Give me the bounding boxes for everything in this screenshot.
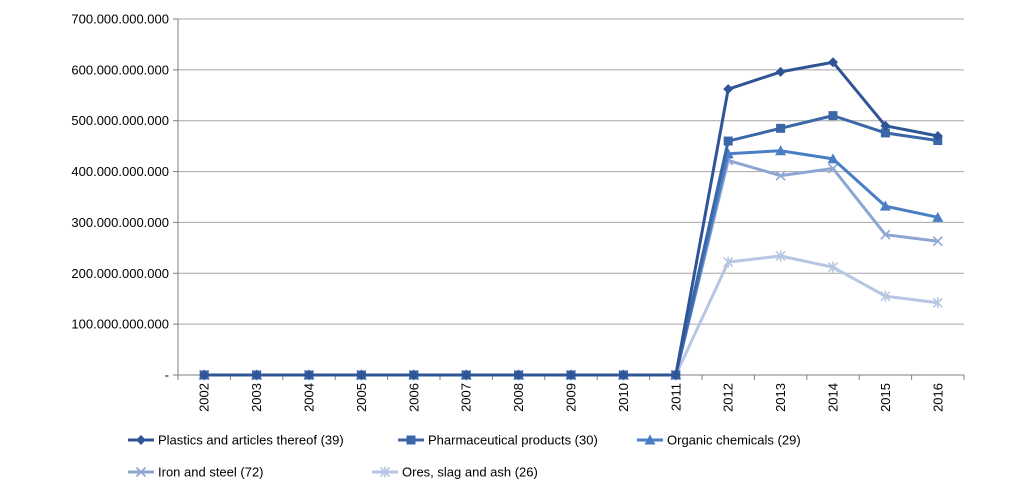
data-point-diamond xyxy=(136,435,146,445)
data-point-triangle xyxy=(879,200,891,211)
data-point-square xyxy=(828,111,838,121)
series-0 xyxy=(199,57,943,380)
y-tick-label: 500.000.000.000 xyxy=(71,113,169,128)
x-tick-label: 2012 xyxy=(721,383,736,412)
data-point-diamond xyxy=(880,120,891,131)
y-tick-label: 300.000.000.000 xyxy=(71,215,169,230)
data-point-diamond xyxy=(566,370,576,380)
data-point-star xyxy=(723,256,734,268)
data-point-square xyxy=(723,136,733,146)
x-tick-label: 2015 xyxy=(878,383,893,412)
x-tick-label: 2010 xyxy=(616,383,631,412)
legend-item: Organic chemicals (29) xyxy=(637,433,801,448)
data-point-diamond xyxy=(670,370,681,380)
legend-item: Plastics and articles thereof (39) xyxy=(128,433,344,448)
data-point-star xyxy=(880,290,891,302)
legend-item: Iron and steel (72) xyxy=(128,465,264,480)
y-tick-label: - xyxy=(165,368,169,383)
data-point-x xyxy=(932,236,943,247)
series-1 xyxy=(199,111,943,380)
y-tick-label: 200.000.000.000 xyxy=(71,266,169,281)
legend-label: Organic chemicals (29) xyxy=(667,433,801,448)
x-tick-label: 2002 xyxy=(197,383,212,412)
data-point-diamond xyxy=(828,57,838,68)
legend-label: Pharmaceutical products (30) xyxy=(428,433,598,448)
x-tick-label: 2004 xyxy=(302,383,317,412)
legend-label: Iron and steel (72) xyxy=(158,465,264,480)
x-tick-label: 2007 xyxy=(459,383,474,412)
series-line xyxy=(204,60,939,377)
x-tick-label: 2006 xyxy=(406,383,421,412)
y-tick-label: 100.000.000.000 xyxy=(71,317,169,332)
data-point-diamond xyxy=(251,370,262,380)
x-tick-label: 2005 xyxy=(354,383,369,412)
data-point-diamond xyxy=(775,66,786,77)
x-tick-label: 2008 xyxy=(511,383,526,412)
data-point-star xyxy=(827,261,839,273)
legend-item: Ores, slag and ash (26) xyxy=(372,465,538,480)
data-point-x xyxy=(880,229,891,240)
series-line xyxy=(204,114,939,377)
legend-item: Pharmaceutical products (30) xyxy=(398,433,598,448)
legend-label: Ores, slag and ash (26) xyxy=(402,465,538,480)
data-point-triangle xyxy=(827,153,839,164)
data-point-diamond xyxy=(304,370,314,380)
data-point-star xyxy=(775,250,786,262)
data-point-diamond xyxy=(723,84,734,95)
series-layer xyxy=(198,57,944,381)
series-line xyxy=(204,254,938,377)
y-tick-label: 400.000.000.000 xyxy=(71,164,169,179)
legend: Plastics and articles thereof (39) Pharma… xyxy=(128,433,801,480)
series-2 xyxy=(198,145,944,380)
data-point-diamond xyxy=(408,370,419,380)
y-tick-label: 700.000.000.000 xyxy=(71,12,169,27)
data-point-square xyxy=(880,128,890,138)
x-axis-ticks: 2002 2003 2004 2005 2006 2007 2008 2009 2010 2011… xyxy=(177,375,965,412)
data-point-diamond xyxy=(618,370,629,380)
legend-label: Plastics and articles thereof (39) xyxy=(158,433,344,448)
data-point-star xyxy=(379,466,391,478)
x-tick-label: 2009 xyxy=(564,383,579,412)
y-axis-ticks: - 100.000.000.000 200.000.000.000 300.000.0… xyxy=(71,12,178,383)
data-point-star xyxy=(932,297,943,309)
x-tick-label: 2003 xyxy=(249,383,264,412)
data-point-diamond xyxy=(461,370,472,380)
data-point-square xyxy=(776,123,786,133)
data-point-triangle xyxy=(775,145,787,156)
data-point-x xyxy=(135,466,147,478)
data-point-diamond xyxy=(932,130,943,141)
data-point-square xyxy=(406,435,416,445)
data-point-x xyxy=(775,170,786,181)
data-point-diamond xyxy=(356,370,367,380)
gridlines xyxy=(177,18,964,376)
series-line xyxy=(204,149,939,377)
data-point-x xyxy=(827,163,839,174)
x-tick-label: 2016 xyxy=(930,383,945,412)
data-point-triangle xyxy=(644,434,656,445)
data-point-diamond xyxy=(513,370,524,380)
series-line xyxy=(204,158,938,377)
series-4 xyxy=(199,250,943,381)
x-tick-label: 2014 xyxy=(826,383,841,412)
data-point-triangle xyxy=(932,211,944,222)
y-tick-label: 600.000.000.000 xyxy=(71,62,169,77)
data-point-diamond xyxy=(199,370,210,380)
x-tick-label: 2011 xyxy=(668,383,683,411)
x-tick-label: 2013 xyxy=(773,383,788,412)
